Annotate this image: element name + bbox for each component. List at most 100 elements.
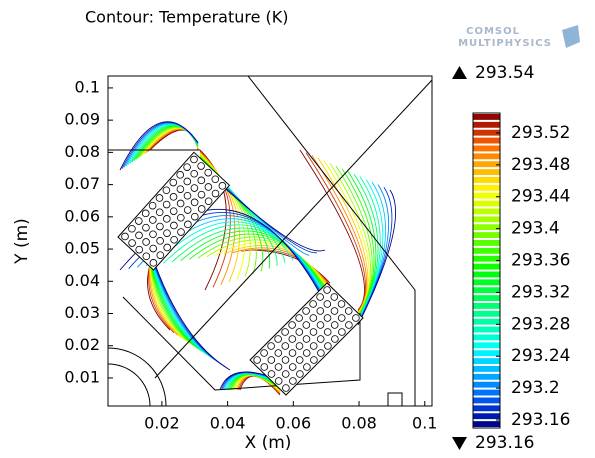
coil-wire [176, 185, 185, 193]
coil-wire [302, 349, 311, 357]
colorbar-band [473, 192, 500, 199]
contour-line [341, 168, 375, 318]
colorbar-band [473, 389, 500, 396]
coil-wire [288, 363, 297, 371]
coil-wire [267, 356, 276, 364]
colorbar-tick-label: 293.52 [511, 123, 570, 143]
colorbar-band [473, 350, 500, 357]
coil-wire [211, 189, 220, 198]
colorbar-band [473, 161, 500, 168]
coil-wire [323, 314, 332, 322]
coil-wire [253, 356, 261, 364]
coil-wire [128, 224, 136, 233]
contour-line [230, 374, 281, 391]
contour-line [149, 249, 231, 371]
coil-wire [295, 314, 303, 322]
coil-wire [330, 293, 339, 301]
contour-line [171, 227, 331, 302]
y-tick-label: 0.01 [64, 367, 100, 386]
coil-wire [211, 175, 220, 184]
coil-wire [338, 328, 346, 336]
coil-wire [302, 321, 311, 329]
coil-wire [337, 300, 346, 308]
coil-wire [267, 370, 276, 378]
colorbar-band [473, 208, 500, 215]
logo-text: COMSOL [466, 26, 520, 37]
colorbar-band [473, 216, 500, 223]
logo-icon [562, 25, 580, 48]
coil-wire [282, 384, 290, 392]
max-marker [452, 66, 467, 79]
coil-wire [162, 186, 171, 195]
coil-wire [337, 314, 346, 322]
x-axis-label: X (m) [245, 433, 292, 453]
coil-wire [260, 363, 269, 371]
colorbar-band [473, 342, 500, 349]
colorbar-tick-label: 293.2 [511, 378, 560, 398]
colorbar-band [473, 310, 500, 317]
colorbar-band [473, 295, 500, 301]
coil-wire [169, 207, 178, 215]
coil-wire [267, 342, 275, 350]
coil-wire [156, 222, 164, 231]
coil-wire [204, 168, 213, 177]
coil-wire [288, 335, 297, 343]
arc [107, 347, 167, 407]
coil-wire [295, 328, 304, 336]
contour-line [149, 260, 187, 342]
contour-line [249, 249, 331, 284]
coil-wire [155, 208, 164, 217]
coil-wire [176, 171, 185, 179]
coil-wire [184, 220, 192, 229]
colorbar-tick-label: 293.36 [511, 251, 570, 271]
coil-wire [281, 370, 290, 378]
coil-wire [190, 198, 199, 207]
contour-line [241, 249, 331, 286]
colorbar-band [473, 263, 500, 270]
contour-line [149, 255, 207, 355]
coil-wire [330, 307, 339, 315]
colorbar-band [473, 397, 500, 404]
contour-line [311, 155, 368, 313]
contour-line [149, 256, 203, 352]
contour-line [317, 157, 369, 314]
contour-line [357, 189, 396, 326]
symmetry-line [154, 79, 433, 379]
contour-line [154, 221, 331, 306]
coil-wire [170, 221, 178, 230]
y-tick-label: 0.1 [75, 77, 100, 96]
x-tick-label: 0.04 [210, 414, 246, 433]
colorbar-band [473, 240, 500, 246]
coil-wire [183, 191, 192, 200]
coil-wire [135, 217, 143, 225]
coil-wire [295, 356, 304, 364]
y-tick-label: 0.06 [64, 206, 100, 225]
coil-wire [142, 238, 150, 246]
coil-wire [121, 232, 129, 241]
coil-wire [169, 178, 178, 187]
colorbar-band [473, 366, 500, 372]
contour-line [353, 173, 379, 320]
coil-wire [177, 213, 185, 222]
coil-wire [183, 206, 192, 214]
coil-wire [309, 342, 318, 350]
coil-wire [162, 200, 171, 209]
coil-wire [302, 335, 311, 343]
coil-wire [190, 155, 198, 164]
contour-lines [119, 121, 396, 396]
colorbar-tick-label: 293.4 [511, 219, 560, 239]
coil-wire [197, 205, 206, 213]
coil-wire [191, 212, 199, 221]
x-tick-label: 0.02 [144, 414, 180, 433]
contour-line [329, 163, 372, 316]
colorbar-band [473, 169, 500, 175]
colorbar-band [473, 271, 500, 278]
coil-wire [302, 307, 310, 315]
colorbar-band [473, 287, 500, 294]
coil-wire [274, 363, 283, 371]
coil-wire [149, 244, 158, 253]
coil-wire [274, 349, 283, 357]
colorbar-band [473, 405, 500, 412]
coil-wire [316, 307, 325, 315]
